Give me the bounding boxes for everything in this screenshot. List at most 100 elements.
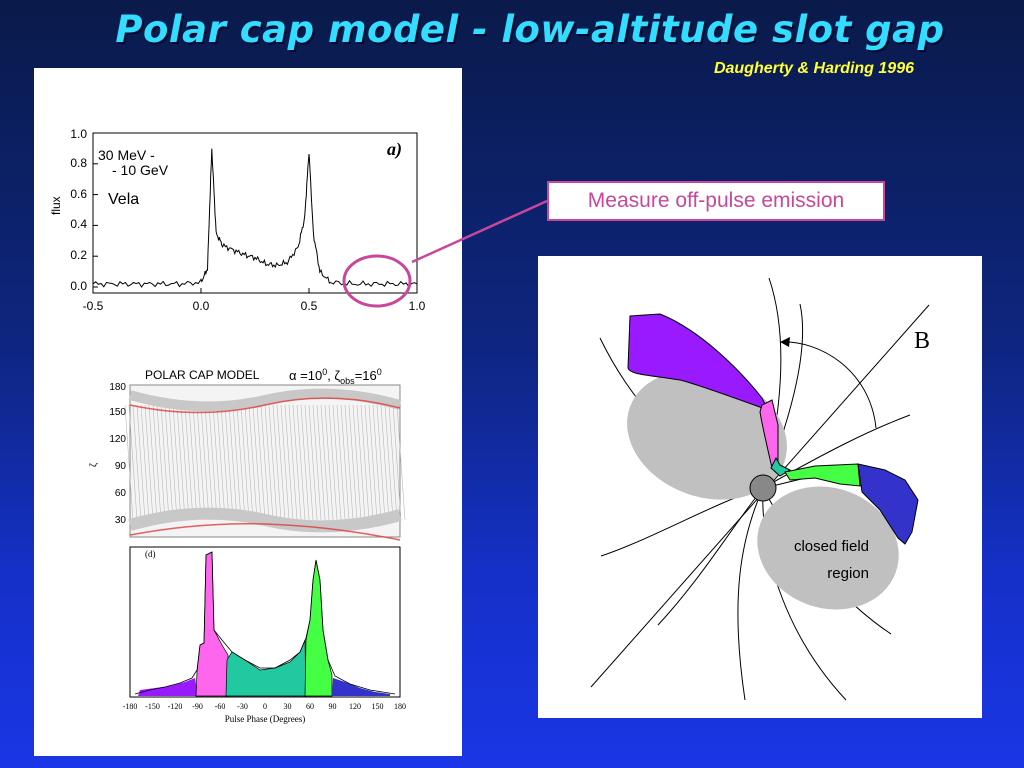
hatch-line [364, 404, 374, 521]
hatch-line [380, 404, 390, 521]
map-ytick-60: 60 [115, 488, 127, 499]
hatch-line [284, 404, 294, 521]
hatch-line [392, 404, 402, 521]
profile-xtick: 30 [284, 702, 292, 711]
profile-frame [129, 546, 401, 698]
lower-red-track [129, 523, 401, 541]
profile-xtick: -180 [123, 702, 138, 711]
hatch-line [292, 404, 302, 521]
energy-label-1: 30 MeV - [98, 147, 155, 163]
rotation-arc [779, 341, 877, 429]
hatch-line [304, 404, 314, 521]
hatch-line [368, 404, 378, 521]
panel-label-a: a) [387, 139, 402, 160]
hatch-line [352, 404, 362, 521]
xtick-m05: -0.5 [83, 299, 104, 313]
hatch-line [136, 404, 146, 521]
hatch-line [244, 404, 254, 521]
hatch-line [396, 404, 406, 521]
region-label-2: region [827, 565, 869, 582]
profile-xtick: -90 [192, 702, 203, 711]
off-pulse-highlight [342, 254, 412, 308]
ytick-10: 1.0 [70, 127, 87, 141]
hatch-line [268, 404, 278, 521]
profile-xtick: 90 [329, 702, 337, 711]
hatch-line [360, 404, 370, 521]
hatch-line [196, 404, 206, 521]
ytick-08: 0.8 [70, 156, 87, 170]
map-ytick-90: 90 [115, 461, 127, 472]
profile-xtick: 120 [349, 702, 361, 711]
hatch-line [388, 404, 398, 521]
hatch-line [256, 404, 266, 521]
hatch-line [176, 404, 186, 521]
pink-emission-region [759, 399, 779, 469]
hatch-line [348, 404, 358, 521]
hatch-line [168, 404, 178, 521]
pink-component [195, 551, 229, 697]
hatch-line [192, 404, 202, 521]
hatch-line [248, 404, 258, 521]
hatch-line [132, 404, 142, 521]
hatch-line [296, 404, 306, 521]
hatch-line [372, 404, 382, 521]
ytick-06: 0.6 [70, 187, 87, 201]
y-axis-label: flux [49, 196, 63, 215]
profile-xlabel: Pulse Phase (Degrees) [225, 714, 305, 724]
xtick-05: 0.5 [301, 299, 318, 313]
hatch-line [200, 404, 210, 521]
hatch-line [312, 404, 322, 521]
hatch-line [328, 404, 338, 521]
bottom-ticks: -180 -150 -120 -90 -60 -30 0 30 60 90 120 150 180 [123, 702, 406, 711]
hatch-line [204, 404, 214, 521]
hatch-line [160, 404, 170, 521]
panel-label-d: (d) [145, 549, 156, 559]
xtick-10: 1.0 [409, 299, 426, 313]
hatch-line [184, 404, 194, 521]
hatch-line [212, 404, 222, 521]
hatch-line [288, 404, 298, 521]
flux-curve [92, 148, 418, 288]
hatch-line [172, 404, 182, 521]
ytick-00: 0.0 [70, 279, 87, 293]
hatch-line [260, 404, 270, 521]
hatch-line [208, 404, 218, 521]
b-field-label: B [914, 328, 930, 354]
hatch-line [384, 404, 394, 521]
map-ytick-30: 30 [115, 515, 127, 526]
profile-xtick: -120 [168, 702, 183, 711]
xtick-00: 0.0 [193, 299, 210, 313]
hatch-line [300, 404, 310, 521]
hatch-line [232, 404, 242, 521]
hatch-line [308, 404, 318, 521]
hatch-line [140, 404, 150, 521]
profile-xtick: 180 [394, 702, 406, 711]
hatch-line [156, 404, 166, 521]
hatch-line [376, 404, 386, 521]
map-ytick-120: 120 [109, 434, 126, 445]
hatch-line [240, 404, 250, 521]
upper-band [128, 388, 402, 412]
hatch-line [332, 404, 342, 521]
callout-connector [411, 199, 548, 264]
region-label-1: closed field [794, 538, 869, 555]
map-ytick-180: 180 [109, 382, 126, 393]
hatch-line [280, 404, 290, 521]
zeta-axis-label: ζ [88, 463, 98, 467]
hatch-line [236, 404, 246, 521]
map-hatching [124, 404, 406, 521]
rotation-arrow-icon [780, 337, 790, 347]
magnetosphere-diagram: B closed field region [590, 277, 930, 701]
hatch-line [216, 404, 226, 521]
hatch-line [188, 404, 198, 521]
hatch-line [124, 404, 134, 521]
top-ticks [92, 132, 418, 293]
profile-xtick: -30 [237, 702, 248, 711]
hatch-line [128, 404, 138, 521]
callout-box: Measure off-pulse emission [547, 181, 885, 221]
hatch-line [316, 404, 326, 521]
blue-emission-region [857, 463, 919, 545]
hatch-line [164, 404, 174, 521]
purple-component [138, 678, 198, 696]
